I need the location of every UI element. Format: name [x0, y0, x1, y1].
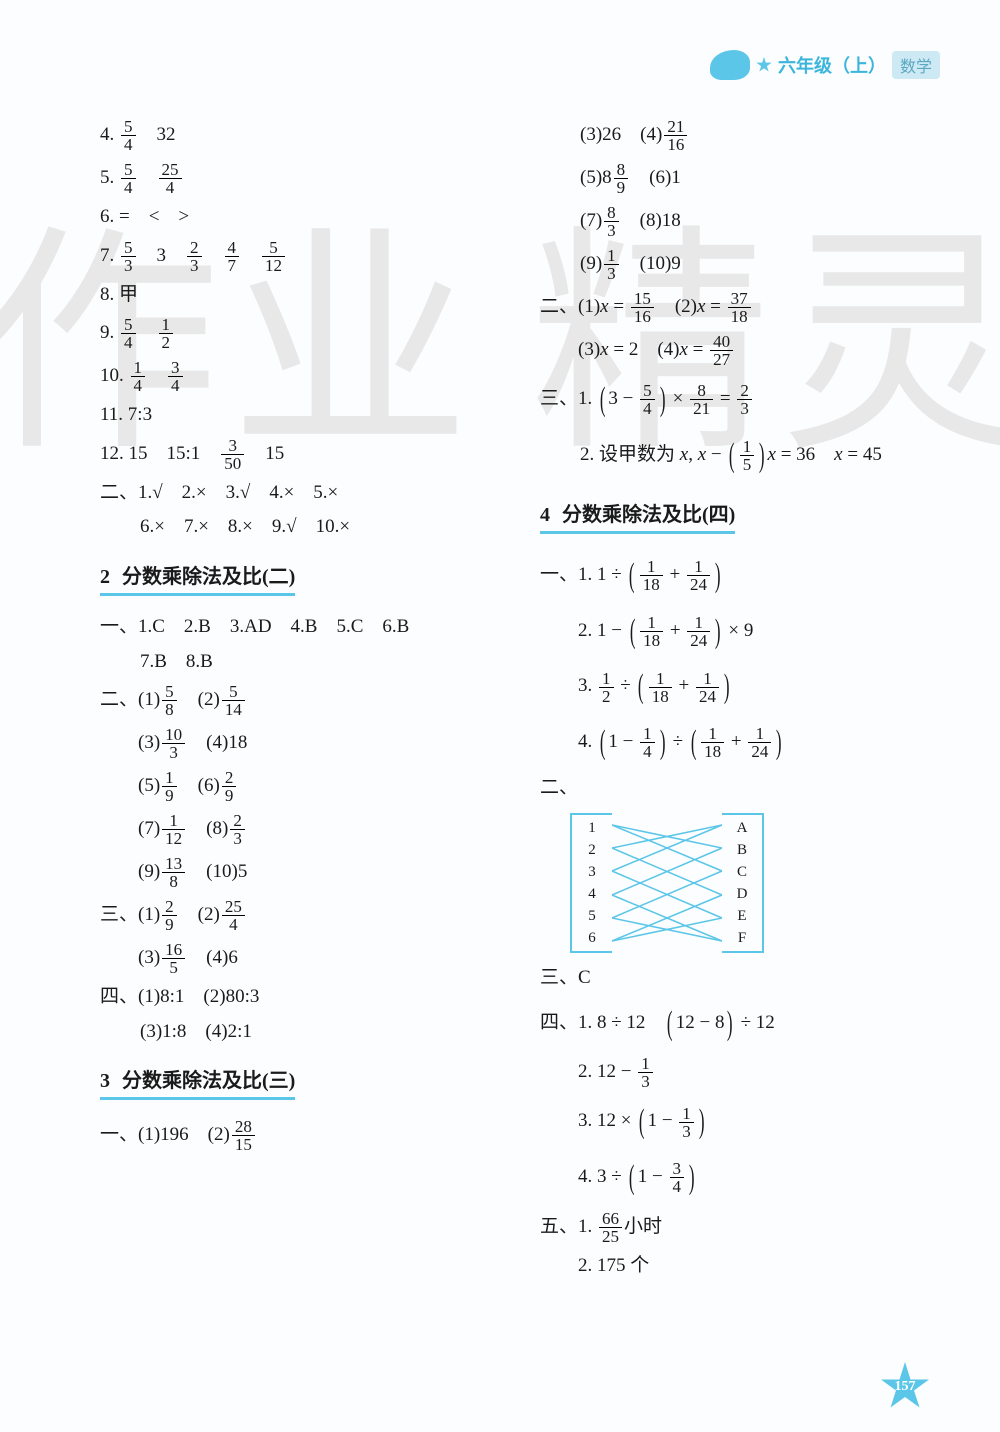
- answer-line: (7)83 (8)18: [540, 204, 940, 239]
- page-header: 六年级（上） 数学: [710, 50, 940, 80]
- answer-line: 8. 甲: [100, 282, 500, 309]
- answer-line: 6. = < >: [100, 204, 500, 231]
- answer-line: 6.× 7.× 8.× 9.√ 10.×: [100, 514, 500, 541]
- answer-line: 五、1. 6625小时: [540, 1210, 940, 1245]
- match-left-col: 123456: [570, 813, 612, 953]
- answer-line: 三、(3)165 (4)6: [100, 941, 500, 976]
- answer-line: 四、2. 12 − 13: [540, 1055, 940, 1090]
- answer-line: 二、(5)19 (6)29: [100, 769, 500, 804]
- match-prefix: 二、: [540, 775, 940, 802]
- answer-line: 五、2. 175 个: [540, 1253, 940, 1280]
- section-title: 2分数乘除法及比(二): [100, 563, 295, 596]
- page-star-icon: 157: [880, 1362, 930, 1412]
- answer-line: 11. 7:3: [100, 402, 500, 429]
- answer-line: 5. 54 254: [100, 161, 500, 196]
- answer-line: 一、3. 12 ÷ (118 + 124): [540, 663, 940, 711]
- answer-line: 10. 14 34: [100, 359, 500, 394]
- answer-line: 三、1. (3 − 54) × 821 = 23: [540, 376, 940, 424]
- answer-line: 7. 53 3 23 47 512: [100, 239, 500, 274]
- answer-line: 一、1. 1 ÷ (118 + 124): [540, 552, 940, 600]
- answer-line: 4. 54 32: [100, 118, 500, 153]
- answer-line: 四、1. 8 ÷ 12 (12 − 8) ÷ 12: [540, 1000, 940, 1048]
- answer-line: (9)13 (10)9: [540, 247, 940, 282]
- answer-line: 2. 设甲数为 x, x − (15)x = 36 x = 45: [540, 432, 940, 480]
- page-number: 157: [895, 1379, 916, 1395]
- answer-line: 一、4. (1 − 14) ÷ (118 + 124): [540, 719, 940, 767]
- answer-line: 7.B 8.B: [100, 649, 500, 676]
- grade-label: 六年级（上）: [778, 52, 886, 78]
- answer-line: 二、1.√ 2.× 3.√ 4.× 5.×: [100, 480, 500, 507]
- answer-line: 四、3. 12 × (1 − 13): [540, 1098, 940, 1146]
- answer-line: 一、(1)196 (2)2815: [100, 1118, 500, 1153]
- answer-line: (5)889 (6)1: [540, 161, 940, 196]
- section-title: 3分数乘除法及比(三): [100, 1067, 295, 1100]
- match-lines: [612, 813, 722, 953]
- answer-line: 三、(1)29 (2)254: [100, 898, 500, 933]
- answer-line: 二、(9)138 (10)5: [100, 855, 500, 890]
- answer-line: 一、1.C 2.B 3.AD 4.B 5.C 6.B: [100, 614, 500, 641]
- subject-label: 数学: [892, 51, 940, 79]
- answer-line: (3)1:8 (4)2:1: [100, 1019, 500, 1046]
- bird-icon: [710, 50, 750, 80]
- answer-line: 四、4. 3 ÷ (1 − 34): [540, 1154, 940, 1202]
- answer-line: 二、(7)112 (8)23: [100, 812, 500, 847]
- answer-line: 三、C: [540, 965, 940, 992]
- page-number-badge: 157: [880, 1362, 930, 1412]
- left-column: 4. 54 32 5. 54 254 6. = < > 7. 53 3 23 47 5…: [100, 110, 500, 1382]
- answer-line: 一、2. 1 − (118 + 124) × 9: [540, 608, 940, 656]
- answer-line: 四、(1)8:1 (2)80:3: [100, 984, 500, 1011]
- answer-line: 二、(1)58 (2)514: [100, 683, 500, 718]
- answer-line: (3)26 (4)2116: [540, 118, 940, 153]
- match-right-col: ABCDEF: [722, 813, 764, 953]
- section-title: 4分数乘除法及比(四): [540, 501, 735, 534]
- answer-line: 12. 15 15:1 350 15: [100, 437, 500, 472]
- right-column: (3)26 (4)2116 (5)889 (6)1 (7)83 (8)18 (9)13…: [540, 110, 940, 1382]
- page-content: 4. 54 32 5. 54 254 6. = < > 7. 53 3 23 47 5…: [100, 110, 940, 1382]
- star-icon: [756, 57, 772, 73]
- answer-line: 二、(1)x = 1516 (2)x = 3718: [540, 290, 940, 325]
- answer-line: 二、(3)x = 2 (4)x = 4027: [540, 333, 940, 368]
- match-diagram: 123456 ABCDEF: [570, 813, 764, 953]
- answer-line: 9. 54 12: [100, 316, 500, 351]
- answer-line: 二、(3)103 (4)18: [100, 726, 500, 761]
